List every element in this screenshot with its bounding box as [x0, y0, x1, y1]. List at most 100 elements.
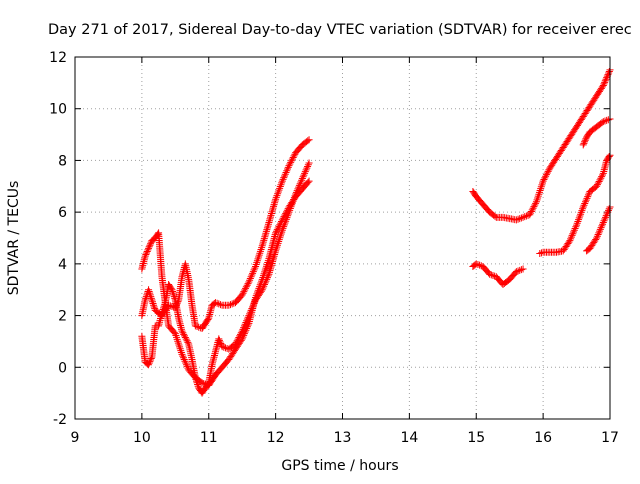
data-point	[598, 119, 606, 127]
data-point	[249, 268, 257, 276]
data-point	[265, 268, 273, 276]
data-point	[237, 329, 245, 337]
data-point	[141, 296, 149, 304]
data-point	[266, 265, 274, 273]
data-point	[170, 291, 178, 299]
data-point	[297, 178, 305, 186]
data-point	[215, 336, 223, 344]
data-point	[514, 215, 522, 223]
data-point	[262, 229, 270, 237]
data-point	[194, 381, 202, 389]
data-point	[569, 230, 577, 238]
data-point	[169, 287, 177, 295]
data-point	[193, 379, 201, 387]
data-point	[248, 305, 256, 313]
x-tick-label: 14	[400, 430, 418, 446]
y-tick-label: -2	[53, 412, 67, 428]
data-point	[570, 226, 578, 234]
data-point	[280, 223, 288, 231]
data-point	[599, 220, 607, 228]
data-point	[248, 271, 256, 279]
data-point	[573, 219, 581, 227]
data-point	[540, 175, 548, 183]
data-point	[264, 220, 272, 228]
data-point	[263, 226, 271, 234]
data-point	[519, 213, 527, 221]
data-point	[182, 361, 190, 369]
data-point	[255, 253, 263, 261]
data-point	[240, 288, 248, 296]
data-point	[302, 166, 310, 174]
data-point	[146, 289, 154, 297]
data-point	[266, 213, 274, 221]
data-point	[150, 303, 158, 311]
data-point	[265, 270, 273, 278]
data-point	[522, 212, 530, 220]
data-point	[141, 252, 149, 260]
data-point	[284, 165, 292, 173]
data-point	[593, 234, 601, 242]
data-point	[191, 374, 199, 382]
data-point	[537, 185, 545, 193]
data-point	[602, 212, 610, 220]
series-track-g	[579, 115, 614, 149]
data-point	[603, 210, 611, 218]
data-point	[241, 286, 249, 294]
data-point	[601, 77, 609, 85]
data-point	[282, 215, 290, 223]
data-point	[180, 356, 188, 364]
data-point	[148, 298, 156, 306]
data-point	[148, 296, 156, 304]
data-point	[567, 233, 575, 241]
data-point	[262, 277, 270, 285]
data-point	[600, 80, 608, 88]
data-point	[250, 266, 258, 274]
data-point	[544, 167, 552, 175]
data-point	[528, 206, 536, 214]
data-point	[301, 168, 309, 176]
data-point	[271, 197, 279, 205]
data-point	[158, 307, 166, 315]
data-point	[277, 181, 285, 189]
data-point	[147, 356, 155, 364]
x-tick-label: 9	[71, 430, 80, 446]
data-point	[237, 330, 245, 338]
data-point	[169, 289, 177, 297]
data-point	[298, 176, 306, 184]
data-point	[472, 260, 480, 268]
data-point	[537, 249, 545, 257]
x-tick-label: 17	[601, 430, 619, 446]
data-point	[305, 177, 313, 185]
data-point	[512, 216, 520, 224]
data-point	[301, 169, 309, 177]
data-point	[596, 225, 604, 233]
data-point	[285, 208, 293, 216]
data-point	[193, 323, 201, 331]
data-point	[181, 334, 189, 342]
data-point	[145, 287, 153, 295]
data-point	[287, 158, 295, 166]
data-point	[265, 218, 273, 226]
data-point	[597, 174, 605, 182]
data-point	[274, 188, 282, 196]
data-point	[278, 226, 286, 234]
data-points	[138, 66, 614, 397]
data-point	[144, 246, 152, 254]
data-point	[216, 301, 224, 309]
data-point	[286, 205, 294, 213]
data-point	[259, 284, 267, 292]
data-point	[284, 210, 292, 218]
data-point	[599, 218, 607, 226]
data-point	[146, 241, 154, 249]
data-point	[243, 315, 251, 323]
data-point	[271, 249, 279, 257]
data-point	[476, 261, 484, 269]
data-point	[270, 201, 278, 209]
data-point	[240, 324, 248, 332]
data-point	[600, 217, 608, 225]
data-point	[242, 283, 250, 291]
data-point	[599, 81, 607, 89]
data-point	[269, 256, 277, 264]
data-point	[251, 298, 259, 306]
data-point	[516, 215, 524, 223]
